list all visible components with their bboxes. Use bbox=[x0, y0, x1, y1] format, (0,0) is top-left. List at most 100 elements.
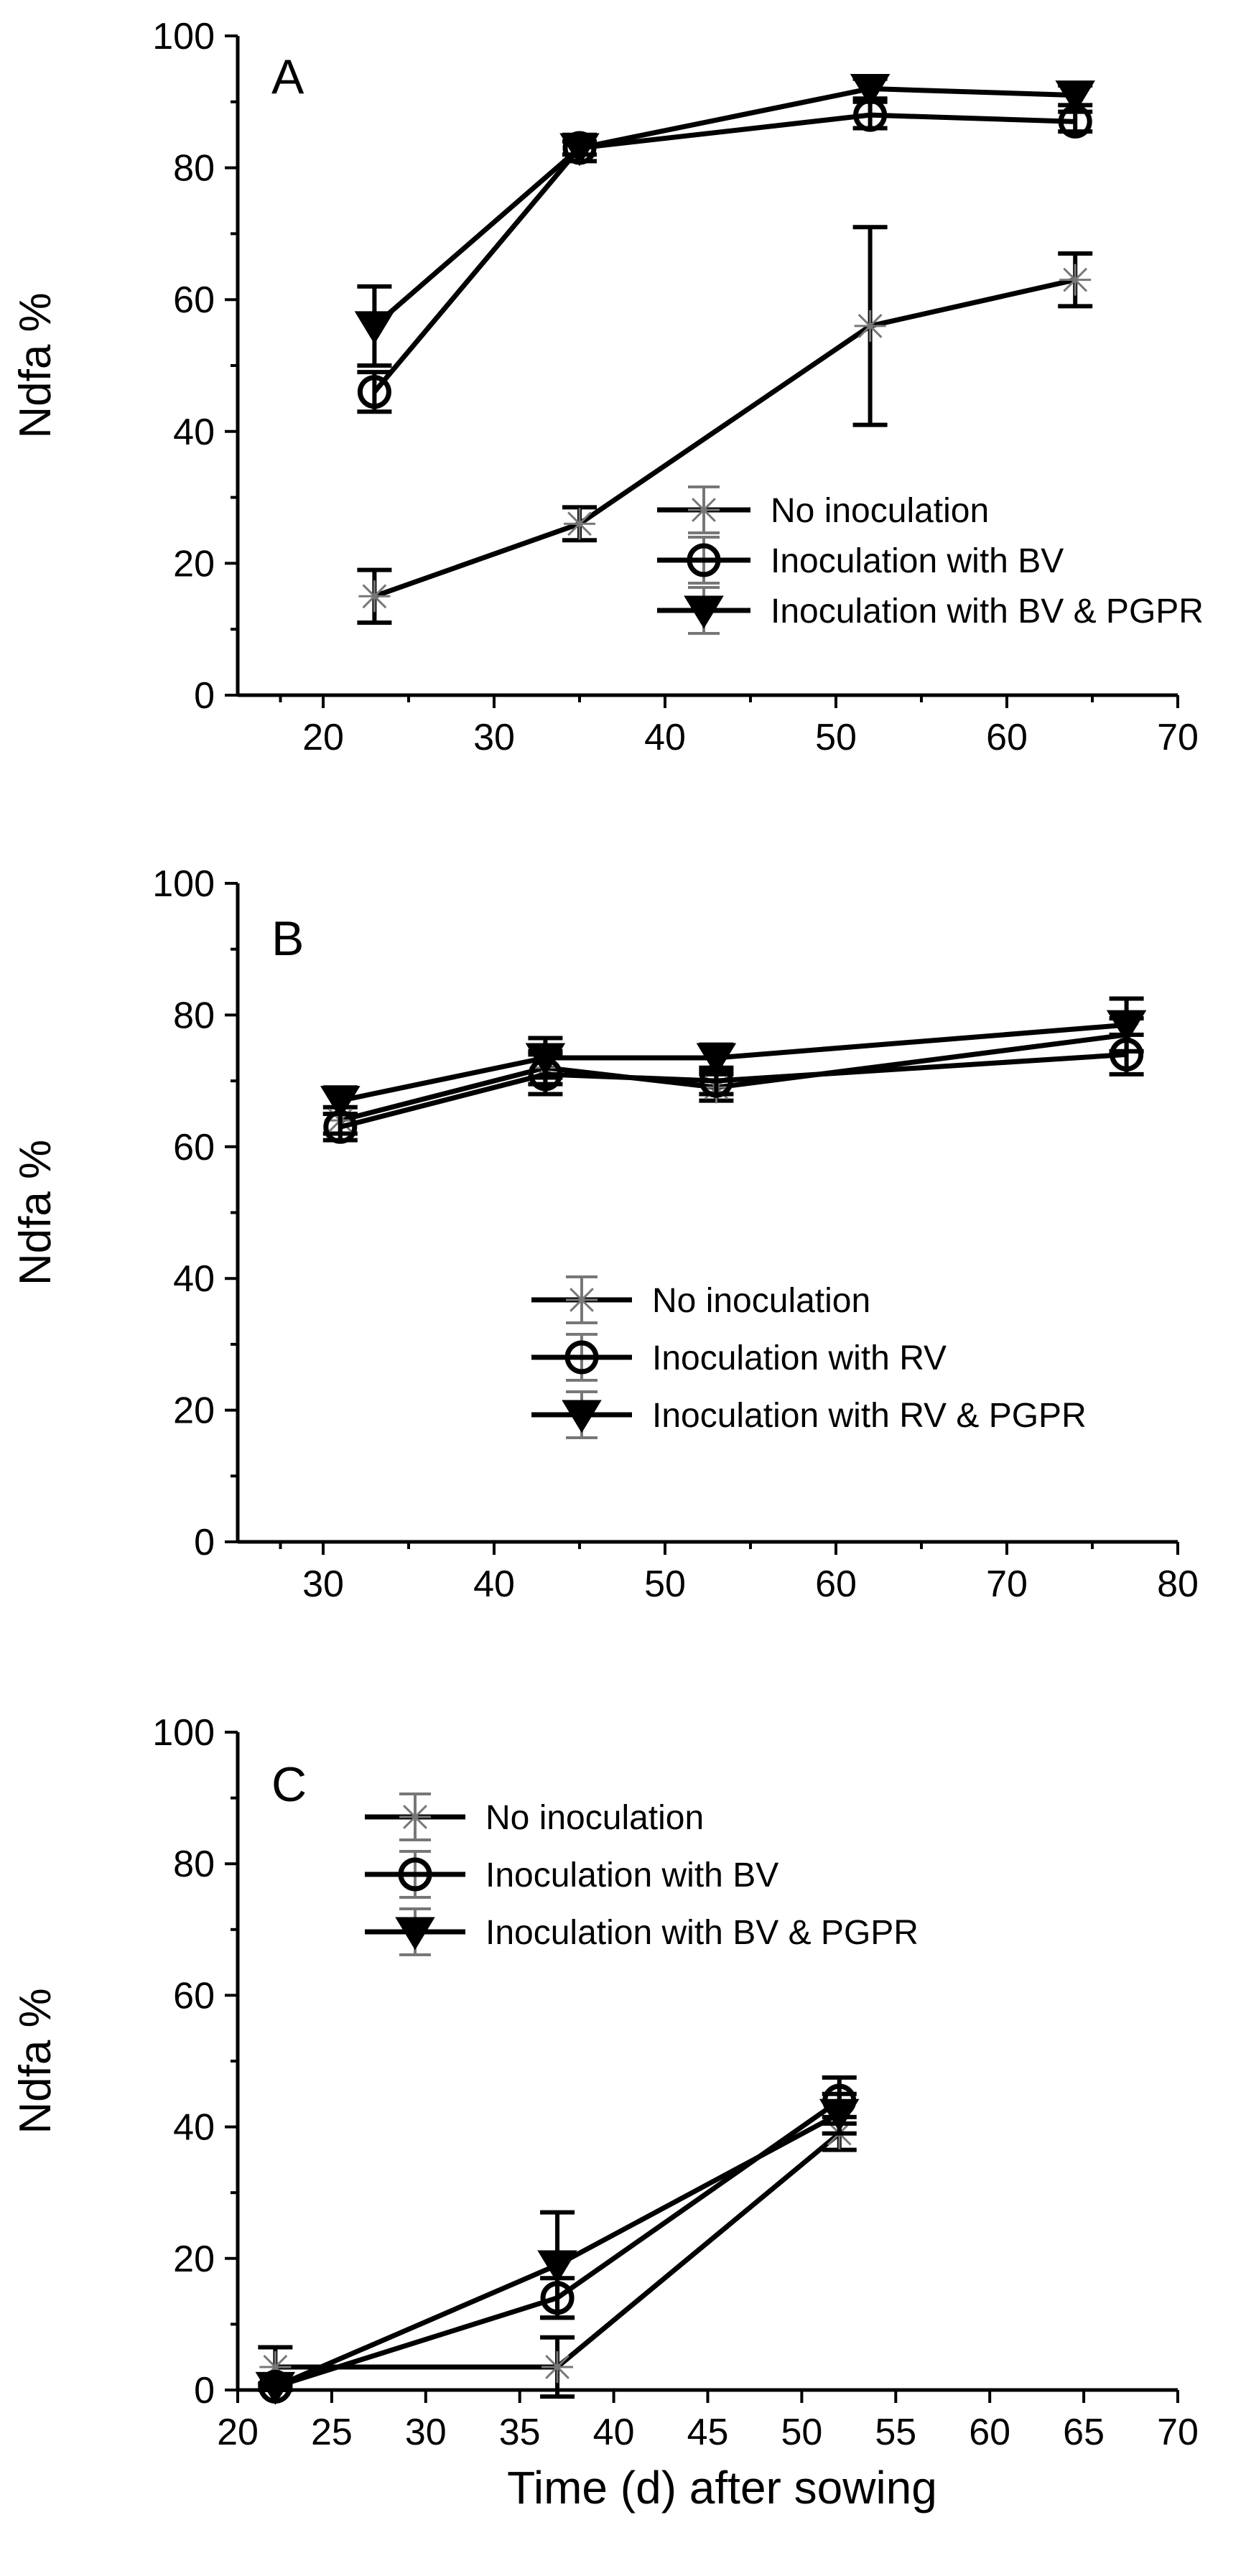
x-tick-label: 60 bbox=[815, 1563, 857, 1605]
x-tick-label: 50 bbox=[644, 1563, 686, 1605]
data-point bbox=[1106, 1010, 1147, 1043]
legend-item: Inoculation with BV bbox=[657, 536, 1064, 585]
data-point bbox=[354, 311, 395, 345]
y-tick-label: 20 bbox=[173, 1390, 215, 1432]
y-tick-label: 0 bbox=[194, 675, 215, 717]
x-tick-label: 70 bbox=[1157, 2412, 1199, 2453]
legend-item: No inoculation bbox=[657, 485, 989, 534]
y-tick-label: 80 bbox=[173, 1843, 215, 1885]
legend-item: Inoculation with BV & PGPR bbox=[365, 1907, 919, 1956]
legend-label: Inoculation with BV & PGPR bbox=[771, 592, 1204, 631]
series-line bbox=[340, 1022, 1127, 1104]
legend-item: No inoculation bbox=[531, 1275, 870, 1324]
y-tick-label: 100 bbox=[152, 16, 215, 57]
legend-item: Inoculation with RV bbox=[531, 1333, 947, 1382]
y-axis-label: Ndfa % bbox=[11, 1140, 60, 1285]
y-tick-label: 0 bbox=[194, 2370, 215, 2412]
legend-marker bbox=[562, 1400, 602, 1433]
y-tick-label: 100 bbox=[152, 863, 215, 905]
y-tick-label: 40 bbox=[173, 2107, 215, 2149]
series-triangle-down bbox=[255, 2091, 860, 2405]
legend: No inoculation Inoculation with BV Inocula… bbox=[657, 485, 1204, 635]
x-tick-label: 55 bbox=[875, 2412, 916, 2453]
series-triangle-down bbox=[354, 73, 1095, 368]
y-tick-label: 40 bbox=[173, 411, 215, 453]
legend-marker bbox=[566, 1284, 598, 1316]
data-point bbox=[320, 1086, 361, 1119]
x-tick-label: 45 bbox=[687, 2412, 729, 2453]
data-point bbox=[259, 2351, 292, 2383]
data-point bbox=[854, 310, 886, 342]
chart-panel-b: 0 20 40 60 80 100 30 40 50 60 70 80 Ndfa % B No inocul… bbox=[11, 863, 1199, 1605]
chart-panel-a: 0 20 40 60 80 100 20 30 40 50 60 70 Ndfa % A No inocul… bbox=[11, 16, 1204, 758]
legend-label: Inoculation with BV bbox=[485, 1856, 778, 1894]
data-point bbox=[559, 133, 600, 167]
x-tick-label: 70 bbox=[986, 1563, 1028, 1605]
x-tick-label: 25 bbox=[311, 2412, 353, 2453]
x-tick-label: 60 bbox=[986, 717, 1028, 758]
x-tick-label: 40 bbox=[593, 2412, 635, 2453]
legend: No inoculation Inoculation with BV Inocula… bbox=[365, 1792, 919, 1956]
series-line bbox=[372, 112, 1076, 394]
legend-item: No inoculation bbox=[365, 1792, 704, 1841]
y-tick-label: 20 bbox=[173, 543, 215, 585]
y-axis-label: Ndfa % bbox=[11, 1988, 60, 2134]
x-tick-label: 30 bbox=[473, 717, 515, 758]
x-tick-label: 20 bbox=[302, 717, 344, 758]
legend: No inoculation Inoculation with RV Inocula… bbox=[531, 1275, 1087, 1439]
data-point bbox=[819, 2098, 860, 2132]
y-tick-label: 60 bbox=[173, 279, 215, 321]
y-tick-label: 80 bbox=[173, 148, 215, 190]
legend-item: Inoculation with RV & PGPR bbox=[531, 1390, 1087, 1439]
legend-label: No inoculation bbox=[652, 1282, 870, 1320]
x-tick-label: 50 bbox=[815, 717, 857, 758]
legend-label: Inoculation with BV bbox=[771, 542, 1064, 580]
y-tick-label: 40 bbox=[173, 1258, 215, 1300]
legend-marker bbox=[684, 595, 724, 629]
series-triangle-down bbox=[320, 996, 1147, 1119]
series-line bbox=[373, 277, 1076, 599]
legend-item: Inoculation with BV & PGPR bbox=[657, 586, 1204, 635]
y-tick-label: 60 bbox=[173, 1975, 215, 2017]
x-tick-label: 35 bbox=[499, 2412, 541, 2453]
x-tick-label: 30 bbox=[302, 1563, 344, 1605]
series-star bbox=[357, 225, 1093, 626]
y-tick-label: 20 bbox=[173, 2238, 215, 2280]
x-tick-label: 60 bbox=[969, 2412, 1010, 2453]
x-tick-label: 50 bbox=[781, 2412, 822, 2453]
data-point bbox=[696, 1043, 737, 1077]
legend-label: No inoculation bbox=[485, 1799, 704, 1837]
panel-letter: B bbox=[271, 911, 304, 966]
legend-marker bbox=[395, 1917, 435, 1950]
legend-marker bbox=[398, 1857, 432, 1892]
legend-marker bbox=[687, 543, 721, 577]
data-point bbox=[537, 2250, 577, 2284]
x-tick-label: 30 bbox=[405, 2412, 447, 2453]
x-tick-label: 20 bbox=[217, 2412, 259, 2453]
x-axis-label: Time (d) after sowing bbox=[507, 2462, 937, 2514]
x-tick-label: 70 bbox=[1157, 717, 1199, 758]
data-point bbox=[525, 1043, 566, 1077]
legend-label: Inoculation with BV & PGPR bbox=[485, 1914, 919, 1952]
series-line bbox=[373, 85, 1076, 328]
legend-label: Inoculation with RV & PGPR bbox=[652, 1397, 1087, 1435]
x-tick-label: 40 bbox=[473, 1563, 515, 1605]
x-tick-label: 65 bbox=[1063, 2412, 1105, 2453]
legend-label: Inoculation with RV bbox=[652, 1339, 947, 1377]
data-point bbox=[850, 73, 891, 107]
x-tick-label: 40 bbox=[644, 717, 686, 758]
legend-label: No inoculation bbox=[771, 492, 989, 530]
y-tick-label: 0 bbox=[194, 1522, 215, 1563]
legend-marker bbox=[564, 1340, 599, 1375]
y-tick-label: 60 bbox=[173, 1127, 215, 1168]
data-point bbox=[541, 2351, 574, 2383]
x-tick-label: 80 bbox=[1157, 1563, 1199, 1605]
panel-letter: C bbox=[271, 1757, 307, 1812]
panel-letter: A bbox=[271, 50, 304, 104]
data-point bbox=[255, 2371, 296, 2405]
data-point bbox=[1059, 264, 1092, 296]
y-tick-label: 100 bbox=[152, 1712, 215, 1754]
